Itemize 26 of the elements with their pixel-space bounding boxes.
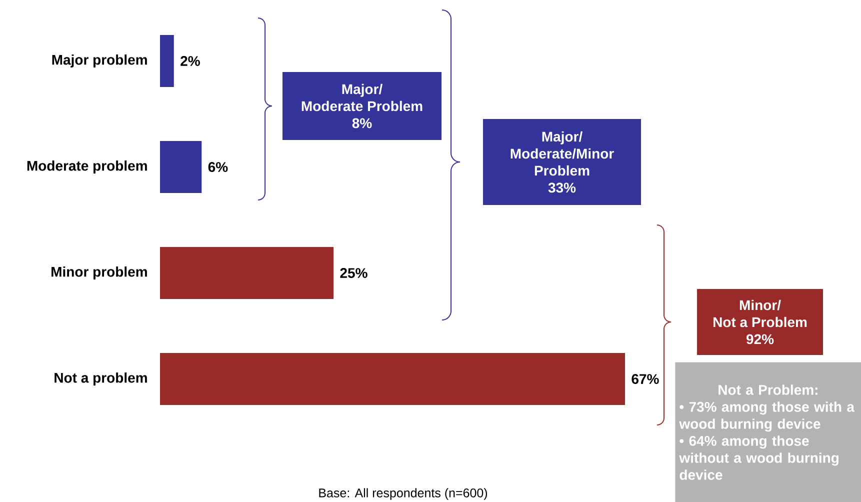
y-tick-label: Moderate problem <box>27 160 147 174</box>
annotation: Moderate/Minor <box>510 148 614 159</box>
data-label: 6% <box>208 162 228 172</box>
text: • 64% among those without a wood burning device <box>679 436 838 480</box>
bar <box>160 35 174 88</box>
bar <box>160 141 202 194</box>
text: Base: All respondents (n=600) <box>319 488 488 500</box>
bar <box>160 353 626 406</box>
y-tick-label: Major problem <box>52 54 147 68</box>
text: 92% <box>746 334 774 344</box>
annotation: Problem <box>534 165 590 176</box>
text: • 73% among those with a wood burning device <box>679 402 855 432</box>
annotation: Moderate Problem <box>302 100 422 112</box>
annotation: 33% <box>548 182 576 193</box>
text: Not a Problem <box>713 316 807 328</box>
text: Not a Problem: <box>718 384 818 395</box>
data-label: 67% <box>632 374 659 384</box>
y-tick-label: Not a problem <box>54 372 147 386</box>
y-tick-label: Minor problem <box>52 266 147 280</box>
data-label: 2% <box>180 56 200 66</box>
text: Minor/ <box>740 300 781 310</box>
annotation: Major/ <box>342 84 382 97</box>
bar <box>160 247 334 300</box>
annotation: 8% <box>352 118 372 128</box>
annotation: Major/ <box>542 131 582 144</box>
data-label: 25% <box>340 268 368 278</box>
